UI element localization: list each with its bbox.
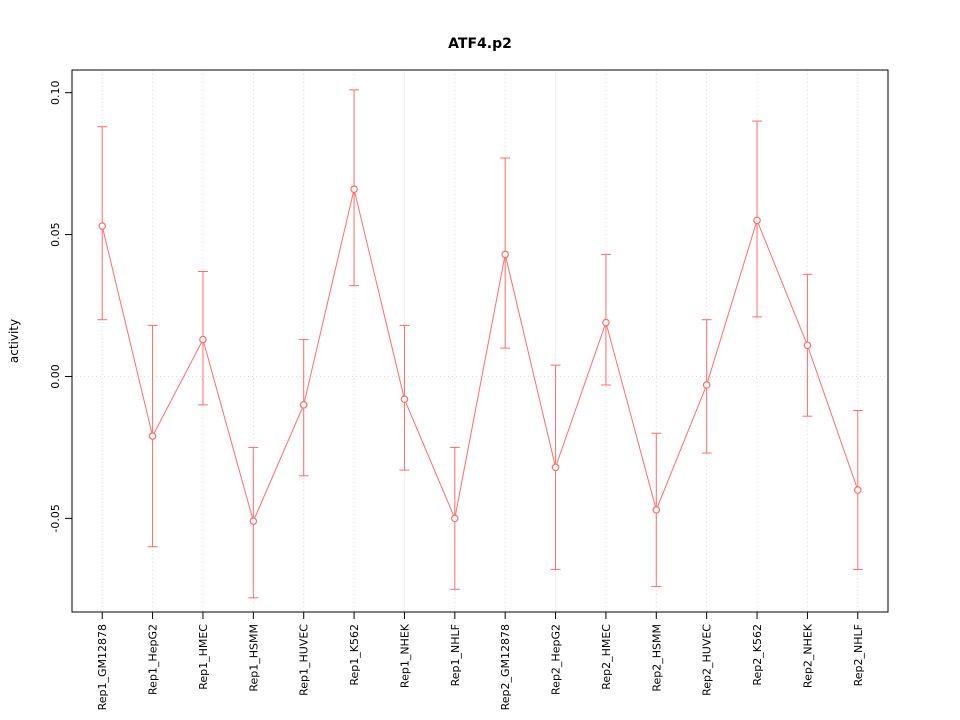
- x-tick-label: Rep2_K562: [751, 624, 764, 686]
- data-point: [501, 250, 509, 259]
- x-tick-label: Rep1_NHEK: [398, 623, 411, 688]
- series-line: [101, 189, 859, 523]
- x-tick-label: Rep1_NHLF: [449, 624, 462, 686]
- data-point: [299, 401, 308, 409]
- data-point: [451, 514, 459, 523]
- x-tick-label: Rep2_HepG2: [550, 624, 563, 695]
- x-tick-label: Rep2_HSMM: [650, 624, 663, 692]
- x-tick-label: Rep1_K562: [348, 624, 361, 686]
- data-point: [98, 222, 107, 230]
- data-point: [249, 517, 258, 525]
- x-tick-label: Rep2_HUVEC: [701, 624, 714, 696]
- x-tick-label: Rep2_HMEC: [600, 624, 613, 690]
- x-tick-label: Rep1_HMEC: [197, 624, 210, 690]
- y-axis-label: activity: [7, 318, 21, 364]
- data-point: [602, 318, 610, 327]
- y-tick-label: -0.05: [49, 504, 62, 532]
- x-tick-label: Rep2_NHEK: [801, 623, 814, 688]
- y-tick-label: 0.00: [49, 364, 62, 389]
- y-tick-label: 0.05: [49, 222, 62, 247]
- data-point: [753, 216, 761, 225]
- x-tick-label: Rep1_HUVEC: [298, 624, 311, 696]
- x-tick-label: Rep1_GM12878: [96, 624, 109, 710]
- y-tick-label: 0.10: [49, 80, 62, 105]
- chart-title: ATF4.p2: [448, 36, 512, 52]
- x-tick-label: Rep1_HepG2: [147, 624, 160, 695]
- data-point: [400, 395, 409, 403]
- data-point: [551, 463, 560, 472]
- plot-border: [71, 69, 889, 613]
- data-point: [652, 506, 661, 514]
- x-tick-label: Rep1_HSMM: [247, 624, 260, 692]
- data-point: [350, 185, 358, 193]
- data-point: [702, 381, 711, 389]
- data-point: [803, 341, 812, 350]
- x-tick-label: Rep2_NHLF: [852, 624, 865, 686]
- data-point: [148, 432, 157, 440]
- data-point: [199, 335, 207, 344]
- x-tick-label: Rep2_GM12878: [499, 624, 512, 710]
- data-point: [853, 486, 862, 494]
